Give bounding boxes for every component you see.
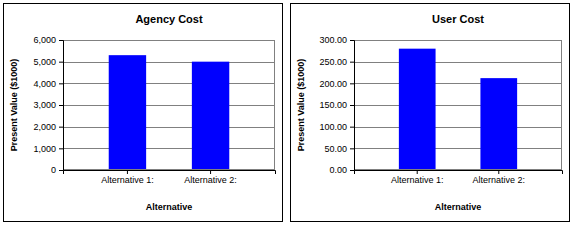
- grid: [63, 41, 275, 171]
- y-tick: 0: [51, 165, 63, 175]
- y-axis: 0.00 50.00 100.00 150.00 200.00 250.00 300.00: [319, 35, 354, 175]
- x-tick: Alternative 1:: [391, 170, 444, 185]
- y-tick-mark: [350, 83, 354, 84]
- y-tick: 3,000: [33, 100, 63, 110]
- y-tick-label: 150.00: [319, 100, 347, 110]
- y-tick-label: 200.00: [319, 79, 347, 89]
- y-tick-mark: [350, 170, 354, 171]
- x-tick-label: Alternative 2:: [473, 175, 526, 185]
- x-tick-mark: [498, 170, 499, 174]
- bar: [109, 55, 146, 170]
- grid-line: [63, 105, 275, 106]
- grid-line: [63, 83, 275, 84]
- y-tick: 100.00: [319, 122, 354, 132]
- x-axis: Alternative 1: Alternative 2:: [355, 170, 563, 185]
- bar: [480, 78, 517, 170]
- chart-title: User Cost: [432, 13, 484, 25]
- y-tick: 4,000: [33, 79, 63, 89]
- chart: Agency Cost 0 1,000 2,000 3,000 4,000 5,000 6,0…: [4, 4, 283, 222]
- y-tick-label: 0.00: [329, 165, 347, 175]
- y-tick-label: 4,000: [33, 79, 56, 89]
- x-tick: Alternative 1:: [101, 170, 154, 185]
- x-tick-mark: [417, 170, 418, 174]
- y-tick: 50.00: [324, 144, 354, 154]
- y-tick-mark: [59, 40, 63, 41]
- y-tick: 150.00: [319, 100, 354, 110]
- y-tick-mark: [350, 40, 354, 41]
- chart-title: Agency Cost: [135, 13, 203, 25]
- chart: User Cost 0.00 50.00 100.00 150.00 200.00 250.…: [291, 4, 570, 222]
- x-axis-line: [355, 171, 563, 175]
- x-axis: Alternative 1: Alternative 2:: [64, 170, 276, 185]
- y-tick-mark: [59, 148, 63, 149]
- y-tick-label: 3,000: [33, 100, 56, 110]
- plot-area: 0.00 50.00 100.00 150.00 200.00 250.00 300.00 A…: [319, 35, 562, 185]
- x-tick: Alternative 2:: [184, 170, 237, 185]
- y-tick-mark: [350, 148, 354, 149]
- y-tick-label: 5,000: [33, 57, 56, 67]
- x-tick-mark: [210, 170, 211, 174]
- x-tick: Alternative 2:: [473, 170, 526, 185]
- y-tick-label: 250.00: [319, 57, 347, 67]
- y-tick-label: 0: [51, 165, 56, 175]
- plot-background: [63, 40, 275, 170]
- y-tick: 0.00: [329, 165, 354, 175]
- grid-line: [354, 83, 562, 84]
- grid-line: [354, 148, 562, 149]
- y-tick-mark: [59, 127, 63, 128]
- grid: [354, 41, 562, 171]
- y-tick-mark: [350, 62, 354, 63]
- x-tick-label: Alternative 2:: [184, 175, 237, 185]
- grid-line: [63, 127, 275, 128]
- x-axis-title: Alternative: [146, 202, 193, 212]
- canvas: Agency Cost 0 1,000 2,000 3,000 4,000 5,000 6,0…: [0, 0, 573, 226]
- y-tick: 200.00: [319, 79, 354, 89]
- plot-background: [354, 40, 562, 170]
- grid-line: [63, 62, 275, 63]
- bars: [399, 49, 517, 170]
- y-tick-mark: [350, 127, 354, 128]
- y-tick-label: 2,000: [33, 122, 56, 132]
- y-tick-label: 6,000: [33, 35, 56, 45]
- grid-line: [354, 127, 562, 128]
- chart-border: [291, 4, 570, 222]
- y-tick-label: 100.00: [319, 122, 347, 132]
- y-tick-mark: [350, 105, 354, 106]
- plot-frame: [64, 41, 275, 170]
- y-tick-mark: [59, 83, 63, 84]
- y-tick-mark: [59, 62, 63, 63]
- y-tick: 1,000: [33, 144, 63, 154]
- y-tick: 2,000: [33, 122, 63, 132]
- y-tick: 300.00: [319, 35, 354, 45]
- y-tick-label: 300.00: [319, 35, 347, 45]
- y-tick-mark: [59, 170, 63, 171]
- y-axis-line: [59, 41, 64, 171]
- plot-frame: [355, 41, 562, 170]
- x-axis-line: [64, 171, 276, 175]
- x-tick-label: Alternative 1:: [391, 175, 444, 185]
- x-axis-title: Alternative: [435, 202, 482, 212]
- y-tick-label: 1,000: [33, 144, 56, 154]
- y-axis-title: Present Value ($1000): [296, 59, 306, 152]
- y-tick: 5,000: [33, 57, 63, 67]
- y-axis-title: Present Value ($1000): [9, 59, 19, 152]
- y-tick: 6,000: [33, 35, 63, 45]
- y-axis-line: [350, 41, 355, 171]
- grid-line: [63, 148, 275, 149]
- bars: [109, 55, 230, 170]
- y-tick: 250.00: [319, 57, 354, 67]
- bar: [399, 49, 436, 170]
- grid-line: [354, 105, 562, 106]
- y-tick-mark: [59, 105, 63, 106]
- x-tick-label: Alternative 1:: [101, 175, 154, 185]
- x-tick-mark: [127, 170, 128, 174]
- chart-border: [4, 4, 283, 222]
- y-axis: 0 1,000 2,000 3,000 4,000 5,000 6,000: [33, 35, 63, 175]
- plot-area: 0 1,000 2,000 3,000 4,000 5,000 6,000 Alternati…: [33, 35, 275, 185]
- bar: [192, 62, 229, 170]
- y-tick-label: 50.00: [324, 144, 347, 154]
- grid-line: [354, 62, 562, 63]
